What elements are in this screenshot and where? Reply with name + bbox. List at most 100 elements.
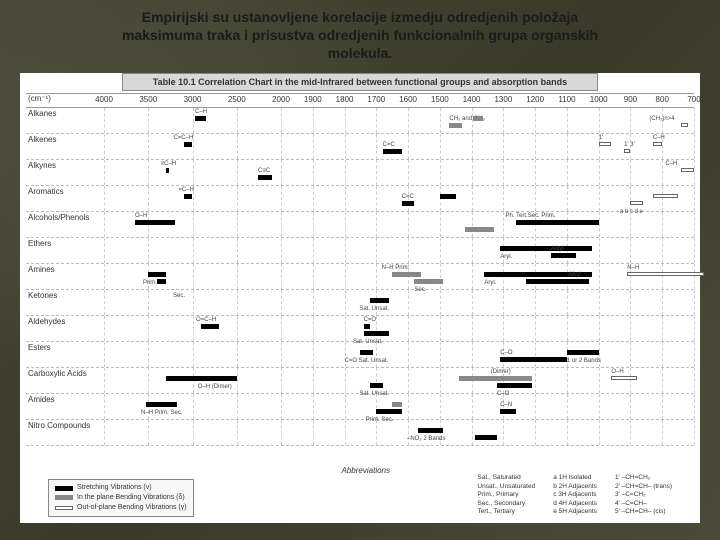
- row-bands: ≡C–HC≡CC–H: [104, 160, 694, 185]
- band-label: C=O: [364, 317, 377, 323]
- absorption-band: [157, 279, 166, 284]
- absorption-band: [392, 402, 402, 407]
- row-bands: Aryl. Alkyl: [104, 238, 694, 263]
- absorption-band: [624, 149, 630, 153]
- band-label: Aryl.: [500, 254, 512, 260]
- x-tick: 1900: [304, 95, 322, 104]
- band-label: Alkyl: [551, 246, 564, 252]
- chart-row: Aromatics=C–HC=Ca b c d e: [26, 186, 694, 212]
- absorption-band: [414, 279, 443, 284]
- absorption-band: [402, 201, 415, 206]
- chart-table-title: Table 10.1 Correlation Chart in the mid-…: [122, 73, 598, 91]
- correlation-chart: Table 10.1 Correlation Chart in the mid-…: [20, 73, 700, 523]
- chart-row: AlkanesC–HCH₂ and CH₃(CH₂)n>4: [26, 108, 694, 134]
- abbreviations: Sat., SaturatedUnsat., UnsaturatedPrim.,…: [477, 474, 672, 516]
- absorption-band: [148, 272, 166, 277]
- absorption-band: [201, 324, 219, 329]
- absorption-band: [360, 350, 373, 355]
- row-label: Ketones: [26, 290, 104, 315]
- absorption-band: [392, 272, 421, 277]
- band-label: N–H Prim.: [382, 265, 410, 271]
- band-label: C=C: [383, 142, 395, 148]
- chart-row: EstersC=O Sat. Unsat.C–O1 or 2 Bands: [26, 342, 694, 368]
- band-label: ≡C–H: [161, 161, 177, 167]
- x-tick: 1000: [590, 95, 608, 104]
- band-label: Aryl.: [484, 280, 496, 286]
- band-label: 1': [599, 135, 603, 141]
- chart-row: Nitro Compounds–NO₂ 2 Bands: [26, 420, 694, 446]
- row-bands: Sat. Unsat.: [104, 290, 694, 315]
- row-bands: C=O Sat. Unsat.C–O1 or 2 Bands: [104, 342, 694, 367]
- band-label: C–H: [653, 135, 665, 141]
- absorption-band: [500, 409, 516, 414]
- row-label: Alkynes: [26, 160, 104, 185]
- band-label: Ph. Tert.Sec. Prim.: [505, 213, 555, 219]
- absorption-band: [383, 149, 402, 154]
- x-tick: 1600: [399, 95, 417, 104]
- band-label: N–H Prim. Sec.: [141, 410, 182, 416]
- band-label: 1 or 2 Bands: [567, 358, 601, 364]
- absorption-band: [630, 201, 643, 205]
- row-label: Carboxylic Acids: [26, 368, 104, 393]
- band-label: C–H: [195, 109, 207, 115]
- legend-oop: Out-of-plane Bending Vibrations (γ): [77, 503, 187, 513]
- slide-title: Empirijski su ustanovljene korelacije iz…: [0, 0, 720, 67]
- abbrev-title: Abbreviations: [342, 466, 390, 475]
- band-label: C–N: [500, 402, 512, 408]
- row-label: Amides: [26, 394, 104, 419]
- chart-grid: (cm⁻¹) 400035003000250020001900180017001…: [26, 93, 694, 448]
- x-tick: 1400: [463, 95, 481, 104]
- absorption-band: [500, 357, 567, 362]
- row-bands: =C–HC=Ca b c d e: [104, 186, 694, 211]
- row-label: Alkanes: [26, 108, 104, 133]
- absorption-band: [364, 324, 370, 329]
- absorption-band: [567, 350, 599, 355]
- absorption-band: [473, 116, 483, 121]
- band-label: C=C: [402, 194, 414, 200]
- absorption-band: [364, 331, 389, 336]
- chart-row: AmidesN–H Prim. Sec.Prim. Sec.C–N: [26, 394, 694, 420]
- band-label: Sat. Unsat.: [359, 306, 389, 312]
- absorption-band: [526, 279, 590, 284]
- chart-row: AlkenesC=C–HC=C1'1' 3'C–H: [26, 134, 694, 160]
- band-label: (CH₂)n>4: [649, 116, 674, 122]
- x-axis-unit: (cm⁻¹): [26, 94, 104, 107]
- x-tick: 1200: [526, 95, 544, 104]
- abbrev-column: Sat., SaturatedUnsat., UnsaturatedPrim.,…: [477, 474, 535, 516]
- band-label: O=C–H: [196, 317, 216, 323]
- absorption-band: [184, 194, 193, 199]
- chart-row: AminesPrim.Sec.N–H Prim.Sec.Aryl.AlkylN–…: [26, 264, 694, 290]
- absorption-band: [258, 175, 272, 180]
- absorption-band: [653, 142, 663, 146]
- row-bands: N–H Prim. Sec.Prim. Sec.C–N: [104, 394, 694, 419]
- absorption-band: [599, 142, 612, 146]
- row-bands: Prim.Sec.N–H Prim.Sec.Aryl.AlkylN–H: [104, 264, 694, 289]
- row-label: Amines: [26, 264, 104, 289]
- x-tick: 3000: [184, 95, 202, 104]
- band-label: Alkyl: [568, 272, 581, 278]
- x-tick: 1800: [336, 95, 354, 104]
- chart-row: Ethers Aryl. Alkyl: [26, 238, 694, 264]
- band-label: C–O: [500, 350, 512, 356]
- x-tick: 1700: [367, 95, 385, 104]
- abbrev-column: 1' –CH=CH₂2' –CH=CH– (trans)3' –C=CH₂4' …: [615, 474, 672, 516]
- absorption-band: [497, 383, 532, 388]
- x-tick: 800: [656, 95, 669, 104]
- x-tick: 3500: [139, 95, 157, 104]
- absorption-band: [475, 435, 497, 440]
- abbrev-column: a 1H Isolatedb 2H Adjacentsc 3H Adjacent…: [553, 474, 597, 516]
- absorption-band: [500, 246, 592, 251]
- x-tick: 1300: [494, 95, 512, 104]
- legend-stretch: Stretching Vibrations (ν): [77, 483, 152, 493]
- band-label: C–H: [665, 161, 677, 167]
- absorption-band: [611, 376, 636, 380]
- absorption-band: [146, 402, 176, 407]
- band-label: =C–H: [178, 187, 194, 193]
- absorption-band: [166, 376, 237, 381]
- row-label: Ethers: [26, 238, 104, 263]
- row-label: Alkenes: [26, 134, 104, 159]
- chart-row: Ketones Sat. Unsat.: [26, 290, 694, 316]
- absorption-band: [627, 272, 703, 276]
- absorption-band: [551, 253, 576, 258]
- band-label: –NO₂ 2 Bands: [407, 436, 445, 442]
